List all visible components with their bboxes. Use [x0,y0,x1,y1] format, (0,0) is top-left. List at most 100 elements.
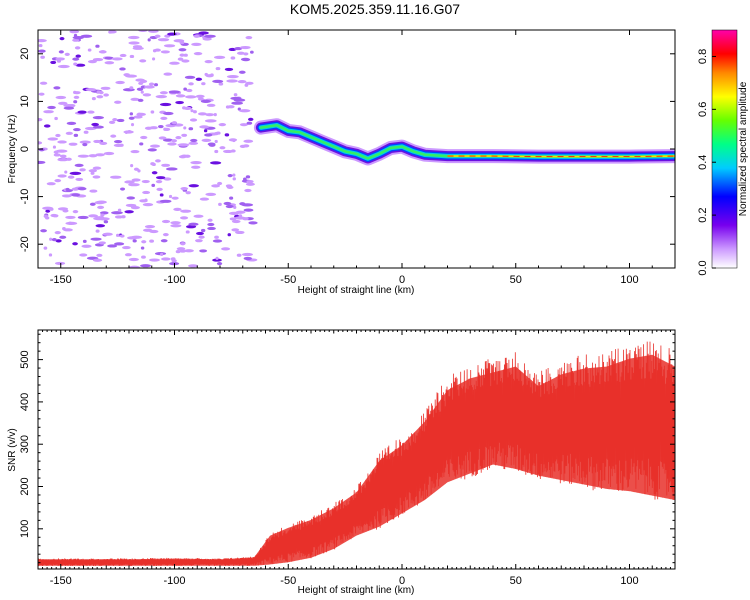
noise-speckle [75,54,81,58]
noise-speckle [199,125,210,129]
noise-speckle [38,43,43,48]
noise-speckle [190,161,202,165]
noise-speckle [140,246,145,250]
colorbar: 0.0 0.2 0.4 0.6 0.8 Normalized spectral ampl… [697,29,749,276]
noise-speckle [170,221,181,225]
noise-speckle [71,193,81,197]
noise-speckle [92,116,105,120]
noise-speckle [58,50,64,54]
top-y-tick-label: 20 [19,48,31,60]
noise-speckle [180,209,192,213]
noise-speckle [45,209,51,213]
noise-speckle [95,216,105,220]
noise-speckle [130,149,140,154]
noise-speckle [213,132,219,136]
top-y-tick-label: 10 [19,95,31,107]
noise-speckle [170,224,182,228]
noise-speckle [144,126,153,130]
noise-speckle [237,80,247,84]
noise-speckle [54,261,66,266]
noise-speckle [216,262,223,266]
noise-speckle [151,183,156,187]
noise-speckle [223,201,232,206]
noise-speckle [130,97,140,101]
noise-speckle [124,180,135,184]
noise-speckle [148,82,155,86]
noise-speckle [190,138,198,143]
noise-speckle [171,139,178,143]
noise-speckle [160,116,168,120]
noise-speckle [52,214,59,218]
noise-speckle [103,220,109,224]
noise-speckle [137,98,144,102]
noise-speckle [100,213,105,217]
noise-speckle [74,46,81,50]
noise-speckle [155,176,166,180]
noise-speckle [48,253,53,257]
noise-speckle [162,138,174,142]
noise-speckle [226,185,234,190]
noise-speckle [128,116,135,120]
noise-speckle [55,95,67,100]
noise-speckle [250,50,254,54]
noise-speckle [203,129,208,133]
noise-speckle [49,237,53,241]
top-y-axis-label: Frequency (Hz) [7,115,18,184]
noise-speckle [61,157,66,161]
noise-speckle [171,121,178,125]
noise-speckle [66,121,77,125]
noise-speckle [173,207,182,212]
noise-speckle [95,44,100,48]
noise-speckle [200,99,211,103]
noise-speckle [83,130,89,134]
noise-speckle [55,57,65,61]
noise-speckle [208,143,216,147]
noise-speckle [79,253,88,257]
noise-speckle [201,138,212,142]
noise-speckle [141,255,146,259]
noise-speckle [243,52,249,56]
noise-speckle [143,85,155,89]
noise-speckle [115,80,125,85]
noise-speckle [55,133,61,138]
noise-speckle [230,56,236,60]
bottom-y-tick-label: 400 [19,393,31,411]
noise-speckle [226,75,239,79]
top-x-tick-label: -50 [280,274,296,286]
noise-speckle [189,118,198,122]
noise-speckle [212,239,223,243]
bottom-y-tick-label: 100 [19,520,31,538]
noise-speckle [188,82,194,86]
noise-speckle [233,205,237,209]
noise-speckle [201,82,206,86]
noise-speckle [193,34,200,38]
noise-speckle [140,264,152,268]
noise-speckle [59,36,65,41]
noise-speckle [213,113,217,117]
noise-speckle [130,164,134,168]
noise-speckle [177,57,184,61]
noise-speckle [235,230,245,235]
noise-speckle [144,225,156,229]
noise-speckle [129,112,134,116]
colorbar-tick-label: 0.6 [697,102,709,117]
noise-speckle [197,97,204,101]
noise-speckle [46,182,56,186]
noise-speckle [99,141,108,146]
noise-speckle [207,222,215,227]
noise-speckle [96,253,103,257]
noise-speckle [232,177,236,181]
noise-speckle [162,233,169,237]
noise-speckle [246,179,254,184]
top-y-tick-label: 0 [19,146,31,152]
noise-speckle [139,59,147,63]
noise-speckle [154,34,161,38]
noise-speckle [85,88,97,92]
noise-speckle [211,184,221,188]
noise-speckle [199,197,210,201]
top-x-tick-label: -100 [163,274,185,286]
noise-speckle-group [38,30,258,268]
noise-speckle [72,38,80,42]
noise-speckle [43,246,48,250]
noise-speckle [73,90,77,94]
